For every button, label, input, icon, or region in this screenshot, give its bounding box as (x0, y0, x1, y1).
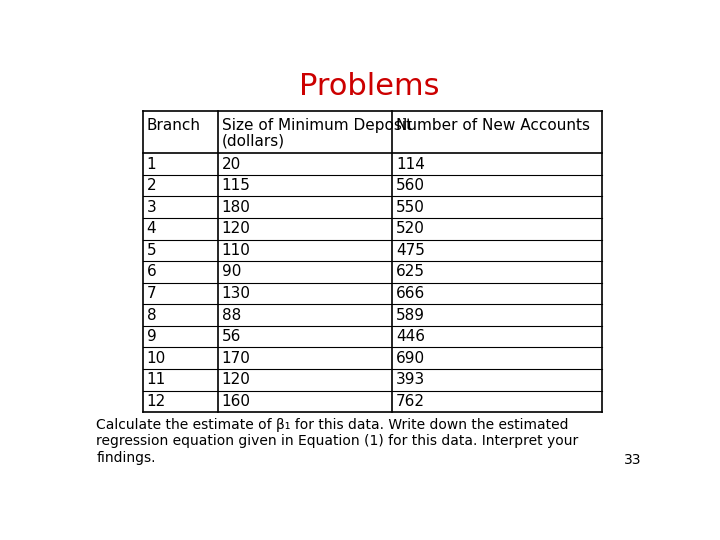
Text: 33: 33 (624, 453, 642, 467)
Text: 56: 56 (222, 329, 241, 344)
Text: 160: 160 (222, 394, 251, 409)
Text: 115: 115 (222, 178, 251, 193)
Text: 3: 3 (147, 200, 156, 215)
Text: 1: 1 (147, 157, 156, 172)
Text: 625: 625 (396, 265, 425, 279)
Text: 7: 7 (147, 286, 156, 301)
Text: (dollars): (dollars) (222, 133, 285, 148)
Text: Size of Minimum Deposit: Size of Minimum Deposit (222, 118, 412, 133)
Text: Problems: Problems (299, 72, 439, 101)
Text: 120: 120 (222, 372, 251, 387)
Text: 5: 5 (147, 243, 156, 258)
Text: 11: 11 (147, 372, 166, 387)
Text: 180: 180 (222, 200, 251, 215)
Text: Calculate the estimate of β₁ for this data. Write down the estimated
regression : Calculate the estimate of β₁ for this da… (96, 418, 578, 464)
Text: 9: 9 (147, 329, 156, 344)
Text: 475: 475 (396, 243, 425, 258)
Text: 10: 10 (147, 350, 166, 366)
Text: 6: 6 (147, 265, 156, 279)
Text: 12: 12 (147, 394, 166, 409)
Text: Number of New Accounts: Number of New Accounts (396, 118, 590, 133)
Text: 20: 20 (222, 157, 241, 172)
Text: 4: 4 (147, 221, 156, 237)
Text: 446: 446 (396, 329, 425, 344)
Text: 393: 393 (396, 372, 426, 387)
Text: 90: 90 (222, 265, 241, 279)
Text: 88: 88 (222, 308, 241, 322)
Text: 2: 2 (147, 178, 156, 193)
Text: 110: 110 (222, 243, 251, 258)
Text: 130: 130 (222, 286, 251, 301)
Text: 520: 520 (396, 221, 425, 237)
Text: 690: 690 (396, 350, 426, 366)
Text: 8: 8 (147, 308, 156, 322)
Text: 114: 114 (396, 157, 425, 172)
Text: 666: 666 (396, 286, 426, 301)
Text: 762: 762 (396, 394, 425, 409)
Text: 560: 560 (396, 178, 425, 193)
Text: 170: 170 (222, 350, 251, 366)
Text: 589: 589 (396, 308, 425, 322)
Text: 550: 550 (396, 200, 425, 215)
Text: 120: 120 (222, 221, 251, 237)
Text: Branch: Branch (147, 118, 201, 133)
